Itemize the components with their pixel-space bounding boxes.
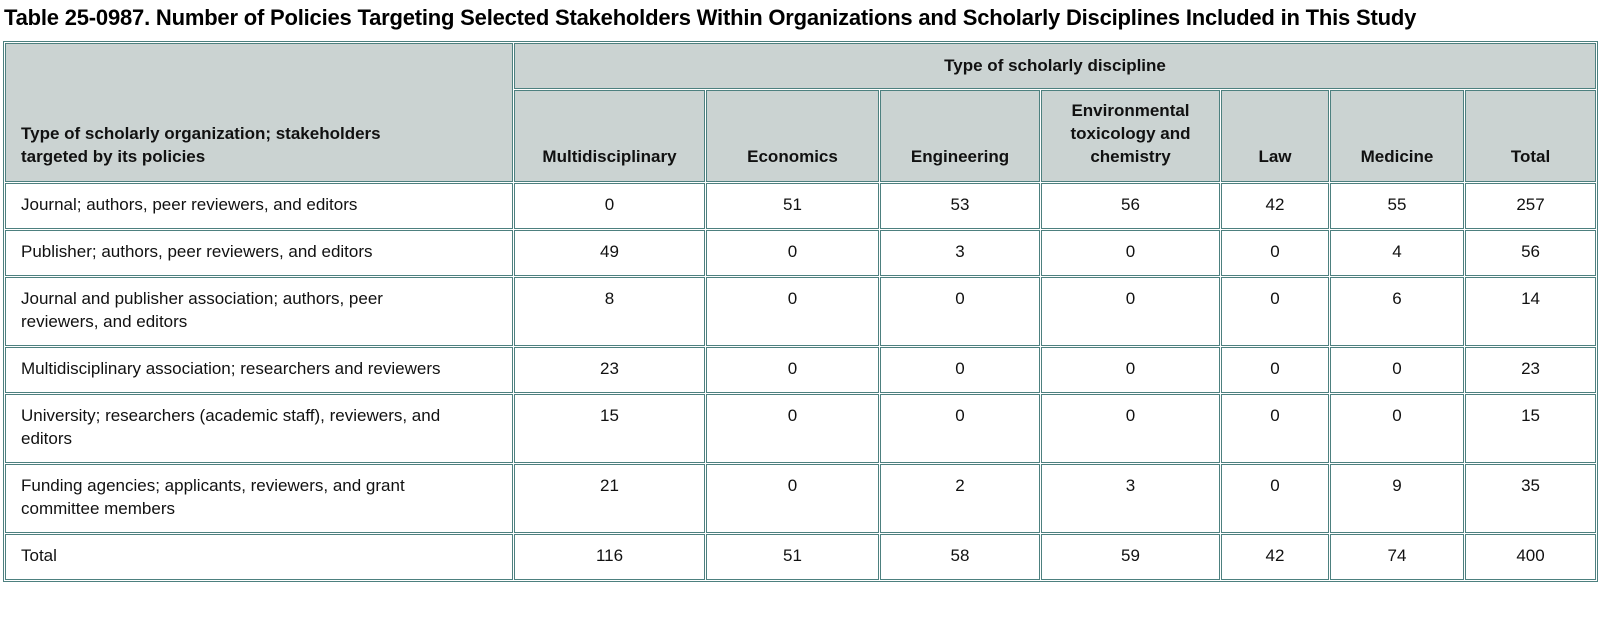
- column-header-multidisciplinary: Multidisciplinary: [514, 90, 705, 182]
- data-cell: 0: [1221, 464, 1329, 533]
- column-header-law: Law: [1221, 90, 1329, 182]
- column-header-economics: Economics: [706, 90, 879, 182]
- data-cell: 0: [514, 183, 705, 229]
- data-cell: 23: [1465, 347, 1597, 393]
- total-cell: 74: [1330, 534, 1464, 580]
- data-cell: 0: [1330, 347, 1464, 393]
- column-header-total: Total: [1465, 90, 1597, 182]
- data-cell: 21: [514, 464, 705, 533]
- page-title: Table 25-0987. Number of Policies Target…: [4, 5, 1417, 30]
- page: Table 25-0987. Number of Policies Target…: [3, 5, 1599, 582]
- row-label: University; researchers (academic staff)…: [5, 394, 513, 463]
- column-header-environmental-toxicology: Environmental toxicology and chemistry: [1041, 90, 1220, 182]
- data-cell: 0: [706, 277, 879, 346]
- data-cell: 15: [1465, 394, 1597, 463]
- data-cell: 0: [1221, 277, 1329, 346]
- data-cell: 0: [1041, 277, 1220, 346]
- data-cell: 6: [1330, 277, 1464, 346]
- data-cell: 0: [880, 347, 1040, 393]
- data-cell: 0: [1041, 347, 1220, 393]
- data-cell: 8: [514, 277, 705, 346]
- data-cell: 51: [706, 183, 879, 229]
- data-cell: 53: [880, 183, 1040, 229]
- total-cell: 51: [706, 534, 879, 580]
- row-label: Multidisciplinary association; researche…: [5, 347, 513, 393]
- discipline-group-header: Type of scholarly discipline: [514, 43, 1597, 89]
- data-cell: 3: [1041, 464, 1220, 533]
- data-cell: 3: [880, 230, 1040, 276]
- data-cell: 55: [1330, 183, 1464, 229]
- table-row: University; researchers (academic staff)…: [5, 394, 1597, 463]
- organization-column-header-label: Type of scholarly organization; stakehol…: [21, 124, 381, 166]
- row-label: Funding agencies; applicants, reviewers,…: [5, 464, 513, 533]
- data-cell: 0: [1041, 230, 1220, 276]
- total-cell: 42: [1221, 534, 1329, 580]
- row-label: Publisher; authors, peer reviewers, and …: [5, 230, 513, 276]
- data-cell: 0: [706, 347, 879, 393]
- data-cell: 14: [1465, 277, 1597, 346]
- row-label: Journal and publisher association; autho…: [5, 277, 513, 346]
- data-cell: 0: [706, 230, 879, 276]
- data-cell: 0: [1221, 394, 1329, 463]
- organization-column-header: Type of scholarly organization; stakehol…: [5, 43, 513, 182]
- data-cell: 0: [880, 394, 1040, 463]
- data-cell: 23: [514, 347, 705, 393]
- data-cell: 0: [1330, 394, 1464, 463]
- data-cell: 0: [706, 394, 879, 463]
- total-cell: 59: [1041, 534, 1220, 580]
- table-row: Journal; authors, peer reviewers, and ed…: [5, 183, 1597, 229]
- data-cell: 4: [1330, 230, 1464, 276]
- data-cell: 0: [1041, 394, 1220, 463]
- table-row: Funding agencies; applicants, reviewers,…: [5, 464, 1597, 533]
- column-header-row: Multidisciplinary Economics Engineering …: [5, 90, 1597, 182]
- data-cell: 0: [706, 464, 879, 533]
- total-row-label: Total: [5, 534, 513, 580]
- row-label: Journal; authors, peer reviewers, and ed…: [5, 183, 513, 229]
- data-cell: 0: [880, 277, 1040, 346]
- data-cell: 0: [1221, 347, 1329, 393]
- table-row: Multidisciplinary association; researche…: [5, 347, 1597, 393]
- data-cell: 9: [1330, 464, 1464, 533]
- data-cell: 42: [1221, 183, 1329, 229]
- data-cell: 56: [1041, 183, 1220, 229]
- column-header-medicine: Medicine: [1330, 90, 1464, 182]
- data-cell: 0: [1221, 230, 1329, 276]
- data-cell: 257: [1465, 183, 1597, 229]
- data-cell: 15: [514, 394, 705, 463]
- total-row: Total 116 51 58 59 42 74 400: [5, 534, 1597, 580]
- total-cell: 400: [1465, 534, 1597, 580]
- data-cell: 35: [1465, 464, 1597, 533]
- table-row: Publisher; authors, peer reviewers, and …: [5, 230, 1597, 276]
- data-cell: 49: [514, 230, 705, 276]
- policies-table: Type of scholarly organization; stakehol…: [3, 41, 1599, 582]
- total-cell: 58: [880, 534, 1040, 580]
- column-header-engineering: Engineering: [880, 90, 1040, 182]
- table-row: Journal and publisher association; autho…: [5, 277, 1597, 346]
- data-cell: 56: [1465, 230, 1597, 276]
- group-header-row: Type of scholarly organization; stakehol…: [5, 43, 1597, 182]
- total-cell: 116: [514, 534, 705, 580]
- data-cell: 2: [880, 464, 1040, 533]
